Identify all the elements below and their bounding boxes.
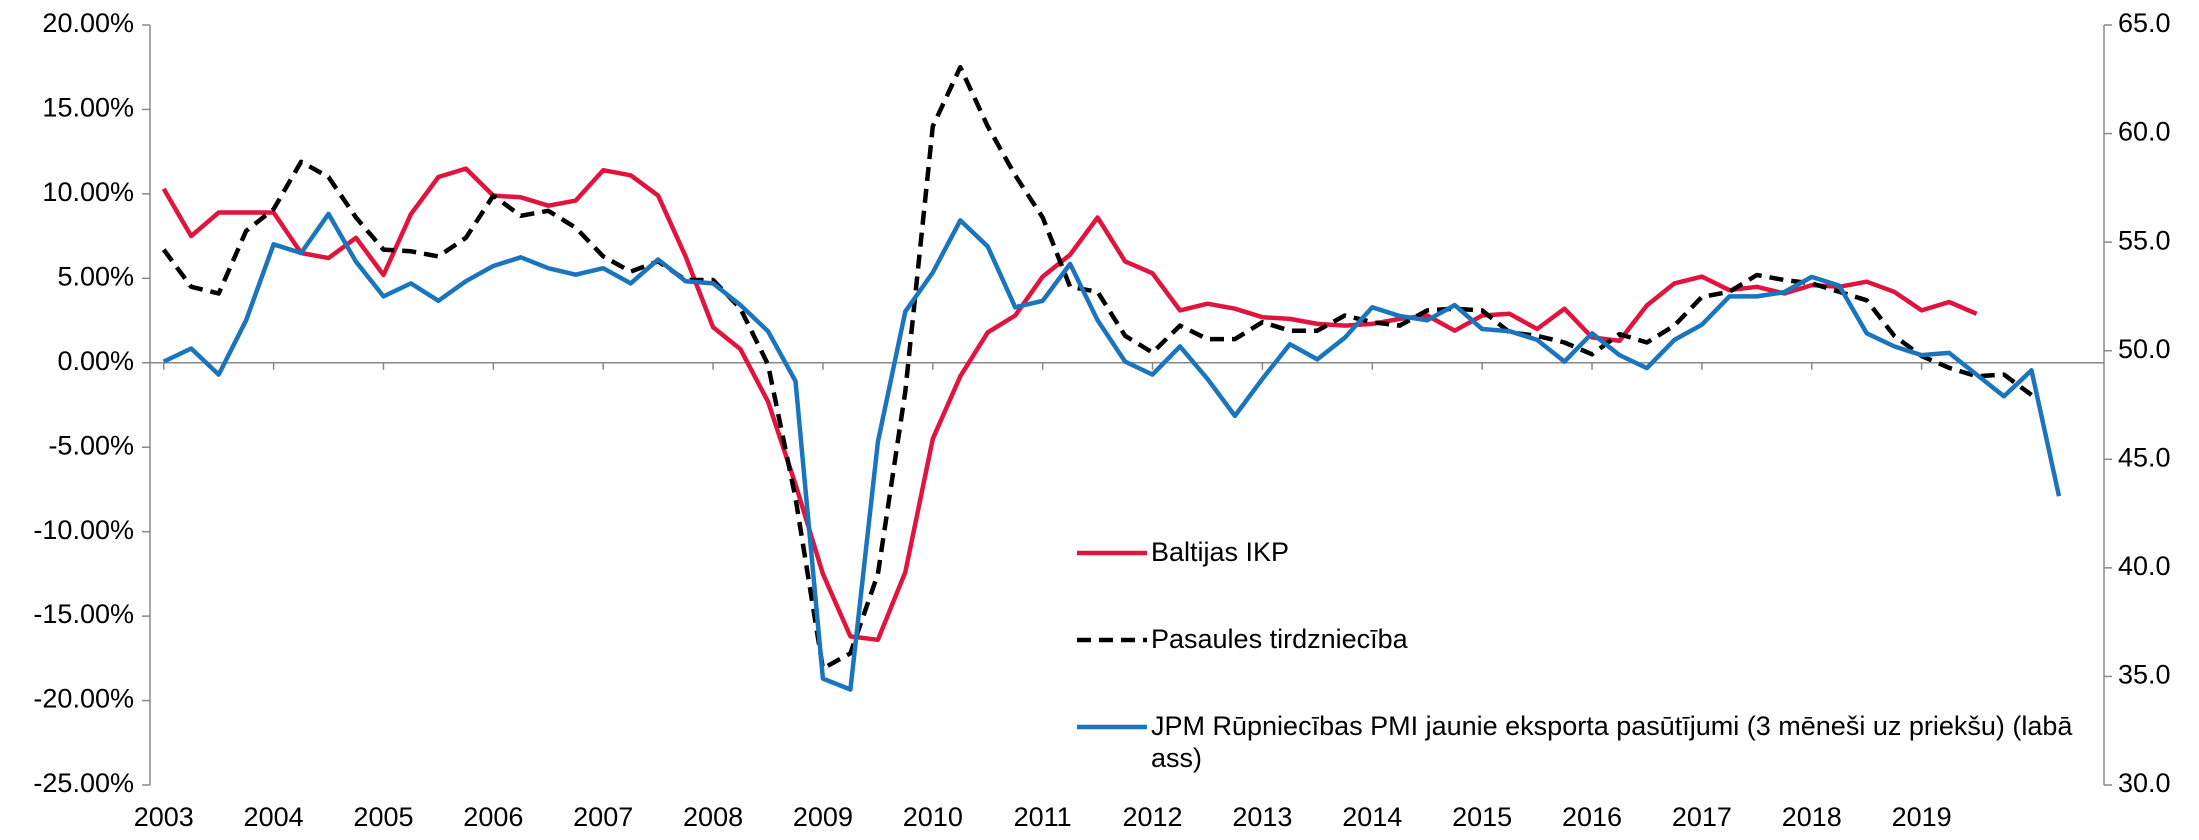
legend-label: Pasaules tirdzniecība [1151,624,1408,654]
x-tick-label: 2003 [134,802,194,832]
y2-tick-label: 30.0 [2118,768,2171,798]
y-tick-label: 5.00% [57,261,134,291]
y2-tick-label: 35.0 [2118,660,2171,690]
series-line [161,64,2033,671]
y-tick-label: -10.00% [33,515,134,545]
x-tick-label: 2008 [683,802,743,832]
series-line [161,166,1978,643]
y-tick-label: 10.00% [42,177,134,207]
y-tick-label: 20.00% [42,8,134,38]
y2-tick-label: 65.0 [2118,8,2171,38]
x-tick-label: 2011 [1014,802,1072,832]
x-tick-label: 2019 [1892,802,1952,832]
y-tick-label: -5.00% [48,430,134,460]
y2-tick-label: 60.0 [2118,117,2171,147]
x-tick-label: 2004 [244,802,304,832]
legend-item: Baltijas IKP [1075,536,2091,623]
x-tick-label: 2007 [573,802,633,832]
x-tick-label: 2016 [1562,802,1622,832]
x-tick-label: 2015 [1452,802,1512,832]
y-tick-label: -15.00% [33,599,134,629]
y-tick-label: -25.00% [33,768,134,798]
x-tick-label: 2009 [793,802,853,832]
y-tick-label: -20.00% [33,684,134,714]
legend-label: Baltijas IKP [1151,537,1290,567]
legend-item: JPM Rūpniecības PMI jaunie eksporta pasū… [1075,710,2091,797]
x-tick-label: 2010 [903,802,963,832]
series-line [162,211,2062,692]
y-tick-label: 0.00% [57,346,134,376]
y-tick-label: 15.00% [42,93,134,123]
legend-swatch [1077,637,1147,643]
y2-tick-label: 40.0 [2118,551,2171,581]
legend-label: JPM Rūpniecības PMI jaunie eksporta pasū… [1151,711,2073,773]
legend: Baltijas IKP Pasaules tirdzniecība JPM Rūp… [1075,536,2091,797]
legend-swatch [1077,550,1147,556]
x-tick-label: 2018 [1782,802,1842,832]
x-tick-label: 2006 [463,802,523,832]
legend-item: Pasaules tirdzniecība [1075,623,2091,710]
y2-tick-label: 45.0 [2118,442,2171,472]
y2-tick-label: 50.0 [2118,334,2171,364]
legend-swatch [1077,724,1147,730]
x-tick-label: 2014 [1342,802,1402,832]
x-tick-label: 2012 [1123,802,1183,832]
x-tick-label: 2017 [1672,802,1732,832]
y2-tick-label: 55.0 [2118,225,2171,255]
x-tick-label: 2013 [1232,802,1292,832]
x-tick-label: 2005 [353,802,413,832]
